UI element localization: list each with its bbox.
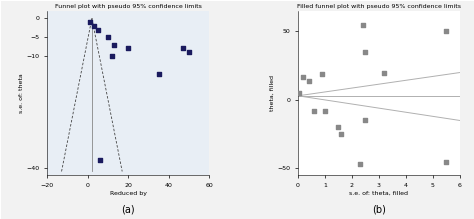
Y-axis label: theta, filled: theta, filled xyxy=(270,75,274,111)
Point xyxy=(185,50,193,54)
Point xyxy=(310,109,318,113)
Point xyxy=(321,109,329,113)
Text: (a): (a) xyxy=(121,204,135,214)
Point xyxy=(337,132,345,136)
Point xyxy=(296,91,303,95)
Y-axis label: s.e. of: theta: s.e. of: theta xyxy=(19,73,24,113)
Point xyxy=(443,160,450,163)
Point xyxy=(319,72,326,76)
X-axis label: Reduced by: Reduced by xyxy=(110,191,147,196)
Point xyxy=(179,46,187,50)
X-axis label: s.e. of: theta, filled: s.e. of: theta, filled xyxy=(349,191,409,196)
Point xyxy=(381,71,388,74)
Title: Filled funnel plot with pseudo 95% confidence limits: Filled funnel plot with pseudo 95% confi… xyxy=(297,4,461,9)
Text: (b): (b) xyxy=(372,204,386,214)
Point xyxy=(359,23,366,26)
Point xyxy=(86,20,94,24)
Point xyxy=(362,119,369,122)
Point xyxy=(443,30,450,33)
Point xyxy=(305,79,313,83)
Point xyxy=(335,125,342,129)
Point xyxy=(94,28,102,31)
Point xyxy=(96,159,104,162)
Point xyxy=(104,35,112,39)
Point xyxy=(108,54,116,58)
Point xyxy=(300,75,307,78)
Point xyxy=(362,50,369,54)
Point xyxy=(356,162,364,166)
Point xyxy=(155,73,163,76)
Point xyxy=(90,24,98,28)
Title: Funnel plot with pseudo 95% confidence limits: Funnel plot with pseudo 95% confidence l… xyxy=(55,4,202,9)
Point xyxy=(125,46,132,50)
Point xyxy=(110,43,118,46)
